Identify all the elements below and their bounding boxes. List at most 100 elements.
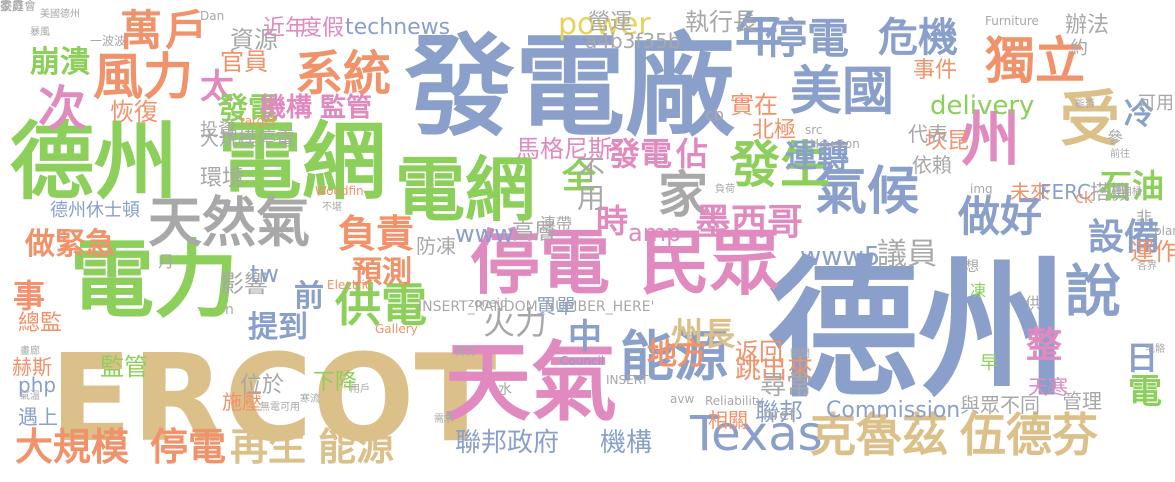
- cloud-word: Reliability: [705, 394, 764, 408]
- cloud-word: 赫斯: [12, 355, 52, 379]
- cloud-word: Commission: [826, 398, 961, 423]
- cloud-word: src: [805, 123, 823, 137]
- cloud-word: 設備: [1088, 217, 1161, 258]
- cloud-word: 提到: [248, 310, 308, 345]
- cloud-word: Council: [560, 354, 605, 368]
- cloud-word: 機構: [260, 93, 313, 123]
- cloud-word: 下降: [313, 370, 358, 395]
- cloud-word: img: [970, 182, 993, 196]
- cloud-word: 監管: [320, 93, 373, 123]
- cloud-word: ERCOT: [50, 330, 497, 469]
- cloud-word: 凍: [970, 281, 987, 300]
- cloud-word: 停電: [765, 14, 850, 63]
- cloud-word: 執行長: [685, 8, 757, 36]
- cloud-word: cb: [705, 105, 724, 124]
- cloud-word: Electric: [327, 278, 372, 292]
- cloud-word: 投資: [200, 120, 236, 141]
- cloud-word: 再生: [230, 425, 307, 469]
- cloud-word: 早: [980, 353, 998, 374]
- cloud-word: 遇上: [18, 405, 58, 429]
- cloud-word: 發生: [730, 136, 830, 194]
- cloud-word: 停電: [470, 222, 610, 304]
- cloud-word: 電力: [70, 231, 239, 329]
- cloud-word: 德州: [768, 244, 1069, 418]
- cloud-word: 說: [1065, 260, 1121, 325]
- cloud-word: 能源: [318, 425, 395, 469]
- cloud-word: _blank': [1148, 224, 1175, 238]
- cloud-word: 議員: [877, 237, 937, 272]
- cloud-word: 系統: [295, 46, 392, 102]
- cloud-word: 防凍: [416, 234, 456, 258]
- cloud-word: 暴風: [30, 27, 50, 38]
- cloud-word: 美國德州: [40, 9, 80, 20]
- cloud-word: a4b3f35b: [585, 29, 681, 53]
- cloud-word: 環境: [200, 166, 245, 191]
- cloud-word: Gallery: [375, 322, 418, 336]
- cloud-word: 資源: [230, 26, 278, 54]
- cloud-word: INSERT_RANDOM_NUMBER_HERE': [418, 299, 655, 315]
- cloud-word: 各界: [1137, 261, 1157, 272]
- cloud-word: 風力: [93, 48, 193, 106]
- cloud-word: 總監: [18, 311, 63, 336]
- cloud-word: 太: [200, 67, 234, 107]
- cloud-word: 關閉: [790, 349, 810, 360]
- cloud-word: 冷: [1124, 97, 1154, 132]
- cloud-word: 州: [960, 105, 1020, 175]
- cloud-word: 馬格尼斯: [516, 135, 612, 163]
- cloud-word: 事: [13, 277, 46, 315]
- cloud-word: 約: [1070, 38, 1088, 59]
- cloud-word: 氣候: [815, 162, 920, 222]
- cloud-word: delivery: [930, 91, 1035, 121]
- cloud-word: 管理: [1062, 389, 1102, 413]
- cloud-word: INSERT: [606, 373, 649, 387]
- cloud-word: n: [225, 302, 234, 318]
- cloud-word: 墨西哥: [695, 202, 804, 243]
- cloud-word: 天寒: [1028, 375, 1068, 399]
- cloud-word: 年: [735, 8, 781, 62]
- cloud-word: Woodfin: [315, 184, 364, 198]
- cloud-word: 預測: [352, 255, 412, 290]
- cloud-word: 搭機: [1090, 180, 1130, 204]
- cloud-word: 事件: [913, 58, 958, 83]
- cloud-word: 北極: [752, 118, 797, 143]
- cloud-word: 時: [596, 202, 629, 240]
- cloud-word: 一波波: [90, 34, 127, 48]
- cloud-word: 德州: [10, 113, 179, 211]
- cloud-word: 運作: [1130, 238, 1175, 266]
- cloud-word: 委員會: [0, 0, 37, 13]
- cloud-word: amp: [628, 219, 682, 247]
- cloud-word: 石油: [1100, 167, 1165, 205]
- cloud-word: 州長: [671, 315, 736, 353]
- cloud-word: 供: [1025, 294, 1042, 313]
- cloud-word: 高層: [512, 220, 557, 245]
- cloud-word: Dan: [200, 9, 225, 23]
- cloud-word: 火力: [483, 304, 548, 342]
- cloud-word: 停電: [150, 425, 227, 469]
- cloud-word: 獨立: [985, 32, 1085, 90]
- cloud-word: 做好: [958, 192, 1043, 241]
- cloud-word: 返回: [735, 338, 783, 366]
- cloud-word: 負責: [338, 212, 415, 256]
- cloud-word: 施壓: [222, 390, 262, 414]
- cloud-word: 前: [294, 279, 324, 314]
- cloud-word: 需求: [434, 414, 454, 425]
- cloud-word: 萬: [120, 6, 163, 55]
- cloud-word: href: [763, 405, 795, 424]
- cloud-word: 不堪: [322, 202, 342, 213]
- cloud-word: 克魯茲: [810, 408, 948, 462]
- cloud-word: www5: [800, 242, 881, 272]
- cloud-word: FERC: [1040, 180, 1092, 204]
- cloud-word: 天然氣: [148, 191, 310, 254]
- cloud-word: 電網: [395, 149, 535, 231]
- cloud-word: 機構: [600, 428, 653, 458]
- cloud-word: 運轉: [785, 137, 850, 175]
- cloud-word: 負荷: [715, 184, 735, 195]
- cloud-word: 全: [562, 157, 596, 197]
- cloud-word: 非: [1136, 208, 1153, 227]
- cloud-word: 依賴: [912, 153, 952, 177]
- cloud-word: 近年: [263, 16, 308, 41]
- cloud-word: 伍德芬: [960, 408, 1098, 462]
- cloud-word: 德州休士頓: [50, 200, 140, 221]
- cloud-word: ck: [1075, 188, 1094, 207]
- cloud-word: 中: [568, 317, 602, 357]
